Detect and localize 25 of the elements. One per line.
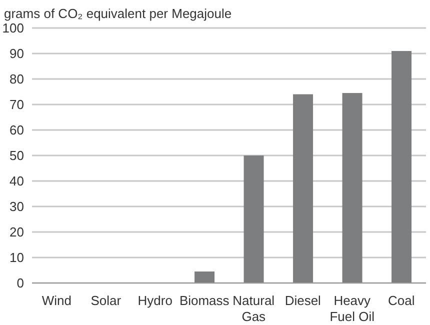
x-tick-label: Heavy Fuel Oil xyxy=(330,293,375,324)
y-tick-label: 0 xyxy=(16,276,24,291)
x-tick-label: Natural Gas xyxy=(232,293,275,324)
x-tick-label: Hydro xyxy=(138,293,172,308)
y-tick-label: 60 xyxy=(10,122,24,138)
x-tick-label: Solar xyxy=(90,293,122,308)
y-tick-label: 90 xyxy=(10,46,24,62)
y-tick-label: 40 xyxy=(10,174,24,189)
y-tick-label: 20 xyxy=(10,224,24,240)
bar xyxy=(293,94,314,283)
bar xyxy=(342,93,362,283)
y-tick-label: 80 xyxy=(10,72,24,87)
x-tick-label: Biomass xyxy=(179,293,230,308)
bar xyxy=(392,50,412,283)
x-tick-label: Wind xyxy=(42,293,72,308)
y-axis-title: grams of CO₂ equivalent per Megajoule xyxy=(4,6,232,21)
bar xyxy=(244,156,264,283)
x-tick-label: Coal xyxy=(388,293,415,308)
x-tick-label: Diesel xyxy=(284,293,322,308)
y-tick-label: 70 xyxy=(10,97,24,112)
bar xyxy=(194,272,215,283)
y-tick-label: 100 xyxy=(2,20,24,36)
y-tick-label: 50 xyxy=(10,148,24,164)
y-tick-label: 30 xyxy=(10,199,24,214)
y-tick-label: 10 xyxy=(10,250,24,266)
